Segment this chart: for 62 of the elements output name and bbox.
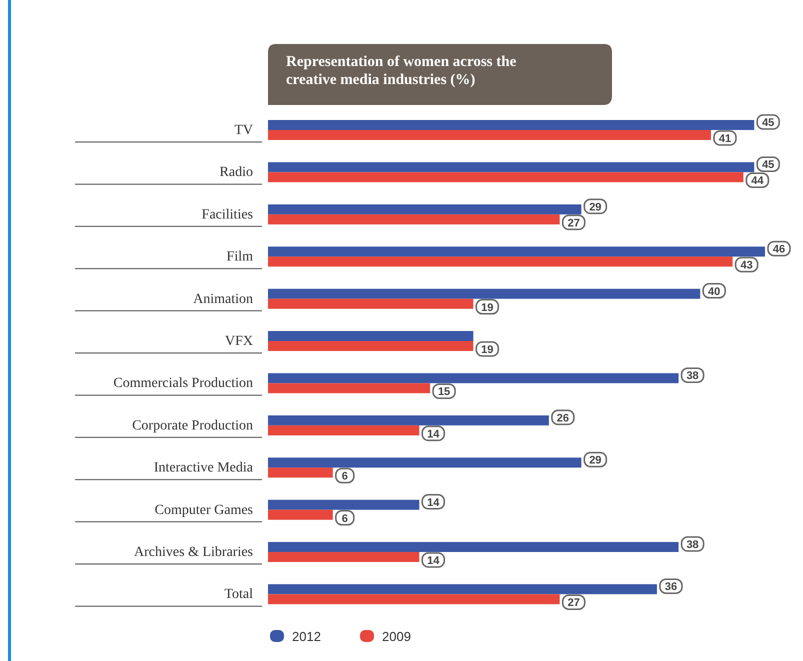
data-label: 27 [568, 217, 580, 230]
y-tick-label: Facilities [202, 207, 253, 222]
bar [268, 172, 744, 182]
y-tick-label: Radio [220, 165, 253, 180]
bar [268, 373, 679, 384]
data-label: 26 [556, 412, 570, 424]
y-tick-label: Interactive Media [154, 460, 254, 476]
bar [268, 458, 582, 468]
data-label: 27 [568, 597, 580, 610]
data-label: 29 [589, 201, 602, 214]
data-label: 38 [686, 370, 699, 382]
bar [268, 510, 333, 520]
bar [268, 162, 754, 172]
legend-label: 2012 [292, 629, 321, 644]
y-tick-label: Film [226, 250, 254, 265]
data-label: 46 [772, 244, 786, 256]
data-label: 19 [481, 344, 494, 356]
data-label: 38 [686, 539, 699, 551]
bar [268, 425, 420, 436]
bar [268, 383, 430, 394]
data-label: 6 [342, 470, 348, 483]
bar [268, 204, 582, 214]
legend-label: 2009 [382, 629, 411, 644]
data-label: 40 [708, 286, 720, 298]
bar [268, 298, 474, 309]
bar [268, 246, 765, 257]
data-label: 29 [589, 454, 602, 467]
bar [268, 130, 711, 140]
data-label: 14 [427, 555, 440, 567]
data-label: 41 [718, 133, 732, 145]
bar [268, 288, 700, 299]
bar [268, 584, 657, 594]
chart-title: Representation of women across the creative media industries (%) [286, 54, 517, 88]
bar [268, 120, 754, 130]
y-tick-label: Computer Games [154, 502, 253, 518]
data-label: 36 [664, 581, 678, 594]
data-label: 19 [481, 302, 494, 314]
bar [268, 214, 560, 224]
bar [268, 415, 549, 426]
y-tick-label: Animation [193, 292, 253, 307]
bar [268, 552, 420, 562]
bar [268, 542, 679, 552]
data-label: 15 [438, 386, 450, 398]
data-label: 43 [740, 260, 753, 272]
data-label: 14 [427, 428, 440, 440]
bar [268, 256, 733, 267]
y-tick-label: Archives & Libraries [134, 545, 253, 560]
y-tick-label: VFX [224, 334, 253, 349]
y-tick-label: TV [234, 123, 253, 138]
data-label: 14 [427, 496, 440, 509]
bar [268, 468, 333, 478]
bar [268, 500, 420, 510]
bar [268, 331, 474, 341]
data-label: 6 [342, 512, 348, 525]
data-label: 45 [762, 159, 774, 172]
y-tick-label: Commercials Production [113, 376, 253, 392]
bar [268, 341, 474, 351]
y-tick-label: Total [224, 587, 254, 602]
y-tick-label: Corporate Production [132, 418, 253, 434]
data-label: 44 [751, 175, 764, 188]
data-label: 45 [762, 117, 774, 129]
bar [268, 594, 560, 604]
